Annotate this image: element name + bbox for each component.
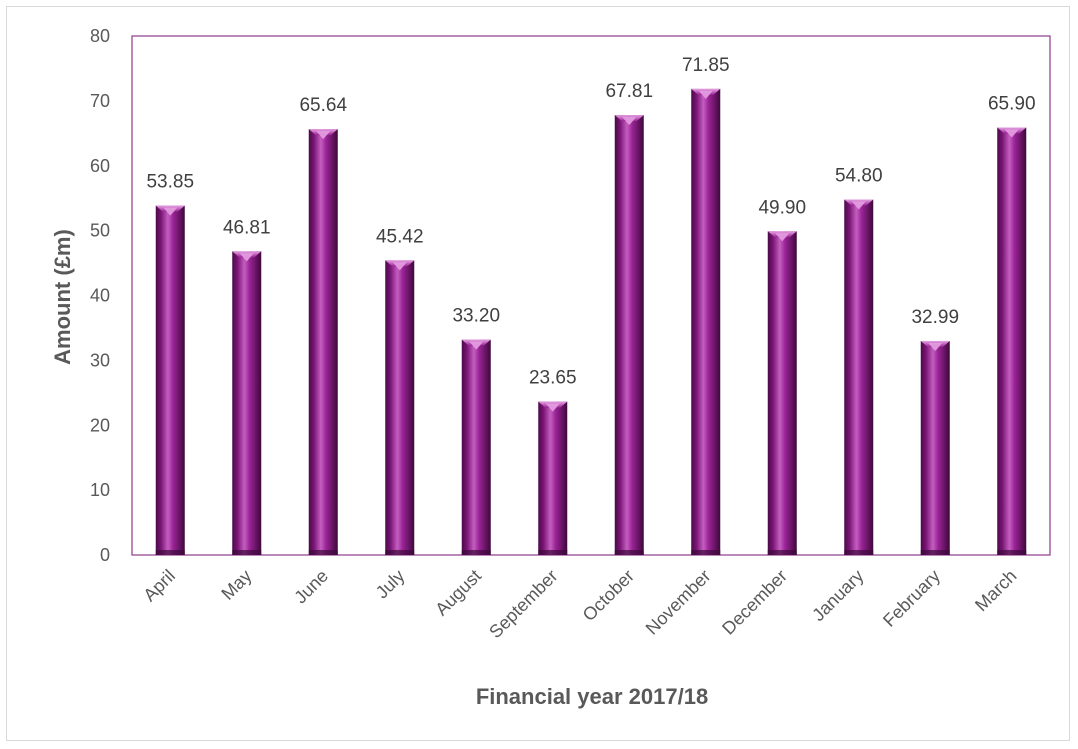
bar-body — [461, 339, 491, 555]
bar — [691, 88, 721, 556]
bar-highlight — [928, 342, 943, 351]
bar-highlight — [545, 403, 560, 412]
data-label: 45.42 — [376, 226, 424, 247]
bar-base — [385, 550, 415, 555]
x-axis-title: Financial year 2017/18 — [476, 684, 708, 709]
bar — [461, 339, 491, 555]
bar-highlight — [163, 207, 178, 216]
bar-body — [997, 127, 1027, 555]
x-tick-label: January — [808, 566, 867, 625]
plot-area — [131, 35, 1051, 556]
x-tick-label: September — [485, 566, 561, 642]
bar — [308, 129, 338, 555]
bar-highlight — [469, 341, 484, 350]
x-tick-label: October — [579, 566, 638, 625]
bar-base — [691, 550, 721, 555]
bar-body — [155, 205, 185, 555]
data-label: 65.90 — [988, 93, 1036, 114]
bar-highlight — [622, 117, 637, 126]
data-label: 49.90 — [758, 197, 806, 218]
bar-base — [767, 550, 797, 555]
bar-base — [614, 550, 644, 555]
data-labels: 53.85 46.81 65.64 45.42 33.20 23.65 67.81 71.85… — [146, 55, 1035, 389]
data-label: 23.65 — [529, 368, 577, 389]
bar — [614, 115, 644, 555]
bar-body — [308, 129, 338, 555]
bar-highlight — [1004, 129, 1019, 138]
x-tick-label: May — [217, 566, 255, 604]
bar-base — [232, 550, 262, 555]
x-tick-label: December — [718, 566, 791, 639]
bar-highlight — [775, 233, 790, 242]
y-tick-label: 40 — [90, 286, 110, 306]
bar-highlight — [851, 201, 866, 210]
y-tick-label: 20 — [90, 415, 110, 435]
bar-body — [614, 115, 644, 555]
bar-body — [691, 88, 721, 556]
x-tick-label: April — [139, 566, 179, 606]
data-label: 67.81 — [605, 81, 653, 102]
bar-body — [767, 231, 797, 555]
bar — [385, 260, 415, 555]
x-tick-label: March — [971, 566, 1021, 616]
bar-base — [155, 550, 185, 555]
y-axis-tick-labels: 0 10 20 30 40 50 60 70 80 — [90, 26, 110, 565]
y-tick-label: 80 — [90, 26, 110, 46]
bar-body — [844, 199, 874, 556]
y-tick-label: 10 — [90, 480, 110, 500]
y-axis-title: Amount (£m) — [50, 229, 75, 365]
bar-base — [308, 550, 338, 555]
bar — [767, 231, 797, 555]
data-label: 46.81 — [223, 217, 271, 238]
x-tick-label: July — [372, 566, 409, 603]
bar-base — [920, 550, 950, 555]
x-tick-label: August — [431, 566, 485, 620]
bar — [232, 251, 262, 555]
x-tick-label: November — [642, 566, 715, 639]
bar-body — [538, 401, 568, 555]
bar-highlight — [239, 253, 254, 262]
bar-base — [538, 550, 568, 555]
bar — [538, 401, 568, 555]
bar-body — [232, 251, 262, 555]
data-label: 65.64 — [299, 95, 347, 116]
bar — [844, 199, 874, 556]
y-tick-label: 70 — [90, 91, 110, 111]
bar-body — [920, 340, 950, 555]
y-tick-label: 30 — [90, 350, 110, 370]
bar — [155, 205, 185, 555]
data-label: 54.80 — [835, 165, 883, 186]
bar-highlight — [316, 131, 331, 140]
bar-highlight — [698, 90, 713, 99]
bar-highlight — [392, 262, 407, 271]
bars — [155, 88, 1027, 556]
bar-base — [997, 550, 1027, 555]
y-tick-label: 50 — [90, 221, 110, 241]
x-tick-label: June — [290, 566, 332, 608]
bar — [997, 127, 1027, 555]
bar-base — [844, 550, 874, 555]
bar — [920, 340, 950, 555]
data-label: 71.85 — [682, 55, 730, 76]
y-tick-label: 60 — [90, 156, 110, 176]
data-label: 33.20 — [452, 306, 500, 327]
data-label: 53.85 — [146, 172, 194, 193]
plot-border — [131, 35, 1051, 556]
data-label: 32.99 — [911, 307, 959, 328]
bar-body — [385, 260, 415, 555]
bar-base — [461, 550, 491, 555]
y-tick-label: 0 — [100, 545, 110, 565]
x-tick-label: February — [879, 566, 944, 631]
x-axis-tick-labels: April May June July August September October No… — [139, 566, 1020, 642]
